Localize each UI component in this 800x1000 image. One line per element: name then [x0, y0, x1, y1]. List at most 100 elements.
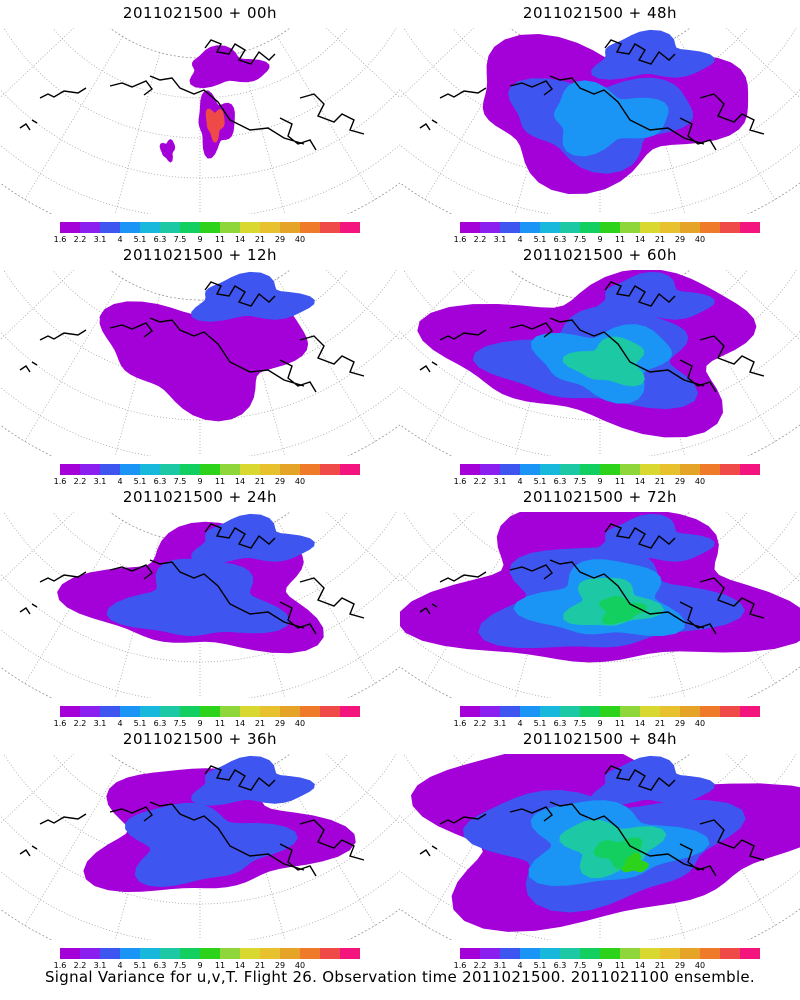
colorbar-swatch	[140, 222, 160, 233]
colorbar-swatch	[300, 222, 320, 233]
colorbar-label: 29	[274, 719, 286, 728]
colorbar-labels: 1.6 2.2 3.1 4 5.1 6.3 7.5 9 11 14 21 29 40	[54, 235, 360, 245]
colorbar-label: 7.5	[573, 961, 587, 970]
colorbar-swatch	[200, 464, 220, 475]
colorbar-label: 29	[674, 961, 686, 970]
colorbar-swatch	[280, 464, 300, 475]
colorbar-label: 9	[197, 235, 203, 244]
colorbar-swatch	[280, 948, 300, 959]
colorbar-label: 29	[274, 477, 286, 486]
colorbar-swatch	[460, 706, 480, 717]
colorbar-label: 40	[694, 719, 706, 728]
colorbar-swatch	[220, 464, 240, 475]
colorbar-swatch	[320, 706, 340, 717]
colorbar-label: 6.3	[553, 477, 567, 486]
colorbar-label: 11	[214, 477, 226, 486]
colorbar-swatch	[660, 222, 680, 233]
colorbar-swatch	[60, 222, 80, 233]
forecast-panel: 2011021500 + 84h 1.6 2.2 3.1 4 5.1 6.3 7.5 9 11 14…	[400, 726, 800, 971]
colorbar-swatch	[480, 222, 500, 233]
colorbar-swatch	[540, 948, 560, 959]
panel-title: 2011021500 + 60h	[522, 246, 678, 264]
colorbar-label: 5.1	[533, 961, 547, 970]
colorbar-label: 3.1	[93, 719, 107, 728]
colorbar-label: 40	[294, 961, 306, 970]
colorbar-swatch	[160, 948, 180, 959]
colorbar-label: 4	[517, 235, 523, 244]
variance-map	[0, 270, 400, 456]
colorbar-swatch	[80, 948, 100, 959]
colorbar-swatch	[720, 464, 740, 475]
colorbar-label: 21	[654, 719, 666, 728]
colorbar-swatch	[100, 948, 120, 959]
colorbar-label: 7.5	[173, 961, 187, 970]
colorbar-swatch	[80, 464, 100, 475]
colorbar-swatch	[460, 948, 480, 959]
colorbar-label: 21	[254, 235, 266, 244]
colorbar-labels: 1.6 2.2 3.1 4 5.1 6.3 7.5 9 11 14 21 29 40	[54, 719, 360, 729]
colorbar-swatch	[340, 222, 360, 233]
colorbar-label: 40	[294, 477, 306, 486]
colorbar-swatch	[340, 464, 360, 475]
colorbar-label: 1.6	[453, 235, 467, 244]
colorbar-swatch	[260, 464, 280, 475]
colorbar-label: 9	[197, 477, 203, 486]
colorbar-swatch	[140, 948, 160, 959]
colorbar-swatch	[520, 948, 540, 959]
colorbar-swatch	[640, 948, 660, 959]
colorbar-swatch	[720, 222, 740, 233]
colorbar-labels: 1.6 2.2 3.1 4 5.1 6.3 7.5 9 11 14 21 29 40	[454, 477, 760, 487]
colorbar-swatch	[660, 464, 680, 475]
colorbar-label: 3.1	[493, 477, 507, 486]
colorbar-swatch	[520, 706, 540, 717]
colorbar-swatch	[660, 948, 680, 959]
colorbar-label: 7.5	[573, 719, 587, 728]
colorbar-swatch	[580, 222, 600, 233]
colorbar-labels: 1.6 2.2 3.1 4 5.1 6.3 7.5 9 11 14 21 29 40	[454, 961, 760, 971]
colorbar-label: 5.1	[533, 477, 547, 486]
colorbar-label: 14	[234, 719, 246, 728]
colorbar-swatch	[560, 222, 580, 233]
colorbar-label: 3.1	[493, 235, 507, 244]
colorbar-swatch	[80, 706, 100, 717]
colorbar-swatch	[180, 222, 200, 233]
colorbar	[60, 464, 360, 475]
colorbar-swatch	[480, 464, 500, 475]
colorbar-label: 3.1	[93, 235, 107, 244]
colorbar-label: 29	[274, 961, 286, 970]
colorbar-label: 21	[654, 235, 666, 244]
colorbar-swatch	[340, 706, 360, 717]
forecast-panel: 2011021500 + 36h 1.6 2.2 3.1 4 5.1 6.3 7.5 9 11 14…	[0, 726, 400, 971]
colorbar-label: 5.1	[133, 961, 147, 970]
colorbar-swatch	[680, 222, 700, 233]
colorbar-swatch	[260, 706, 280, 717]
colorbar-label: 3.1	[93, 477, 107, 486]
forecast-panel: 2011021500 + 24h 1.6 2.2 3.1 4 5.1 6.3 7.5 9 11 14…	[0, 484, 400, 729]
colorbar-swatch	[320, 464, 340, 475]
colorbar-label: 6.3	[553, 235, 567, 244]
colorbar-label: 5.1	[533, 719, 547, 728]
colorbar-label: 1.6	[453, 961, 467, 970]
panel-title: 2011021500 + 24h	[122, 488, 278, 506]
colorbar-swatch	[500, 706, 520, 717]
colorbar-swatch	[140, 706, 160, 717]
colorbar	[60, 222, 360, 233]
colorbar-swatch	[80, 222, 100, 233]
colorbar-label: 14	[634, 477, 646, 486]
colorbar-label: 6.3	[153, 961, 167, 970]
colorbar-label: 40	[694, 235, 706, 244]
colorbar-swatch	[580, 464, 600, 475]
colorbar-swatch	[700, 706, 720, 717]
colorbar-swatch	[140, 464, 160, 475]
colorbar-label: 2.2	[473, 477, 487, 486]
colorbar-swatch	[560, 948, 580, 959]
colorbar-label: 14	[234, 961, 246, 970]
colorbar-label: 1.6	[453, 719, 467, 728]
panel-title: 2011021500 + 48h	[522, 4, 678, 22]
colorbar-swatch	[680, 464, 700, 475]
colorbar-swatch	[740, 464, 760, 475]
colorbar-label: 40	[294, 235, 306, 244]
colorbar-swatch	[720, 706, 740, 717]
colorbar-swatch	[200, 706, 220, 717]
forecast-panel: 2011021500 + 12h 1.6 2.2 3.1 4 5.1 6.3 7.5 9 11 14…	[0, 242, 400, 487]
